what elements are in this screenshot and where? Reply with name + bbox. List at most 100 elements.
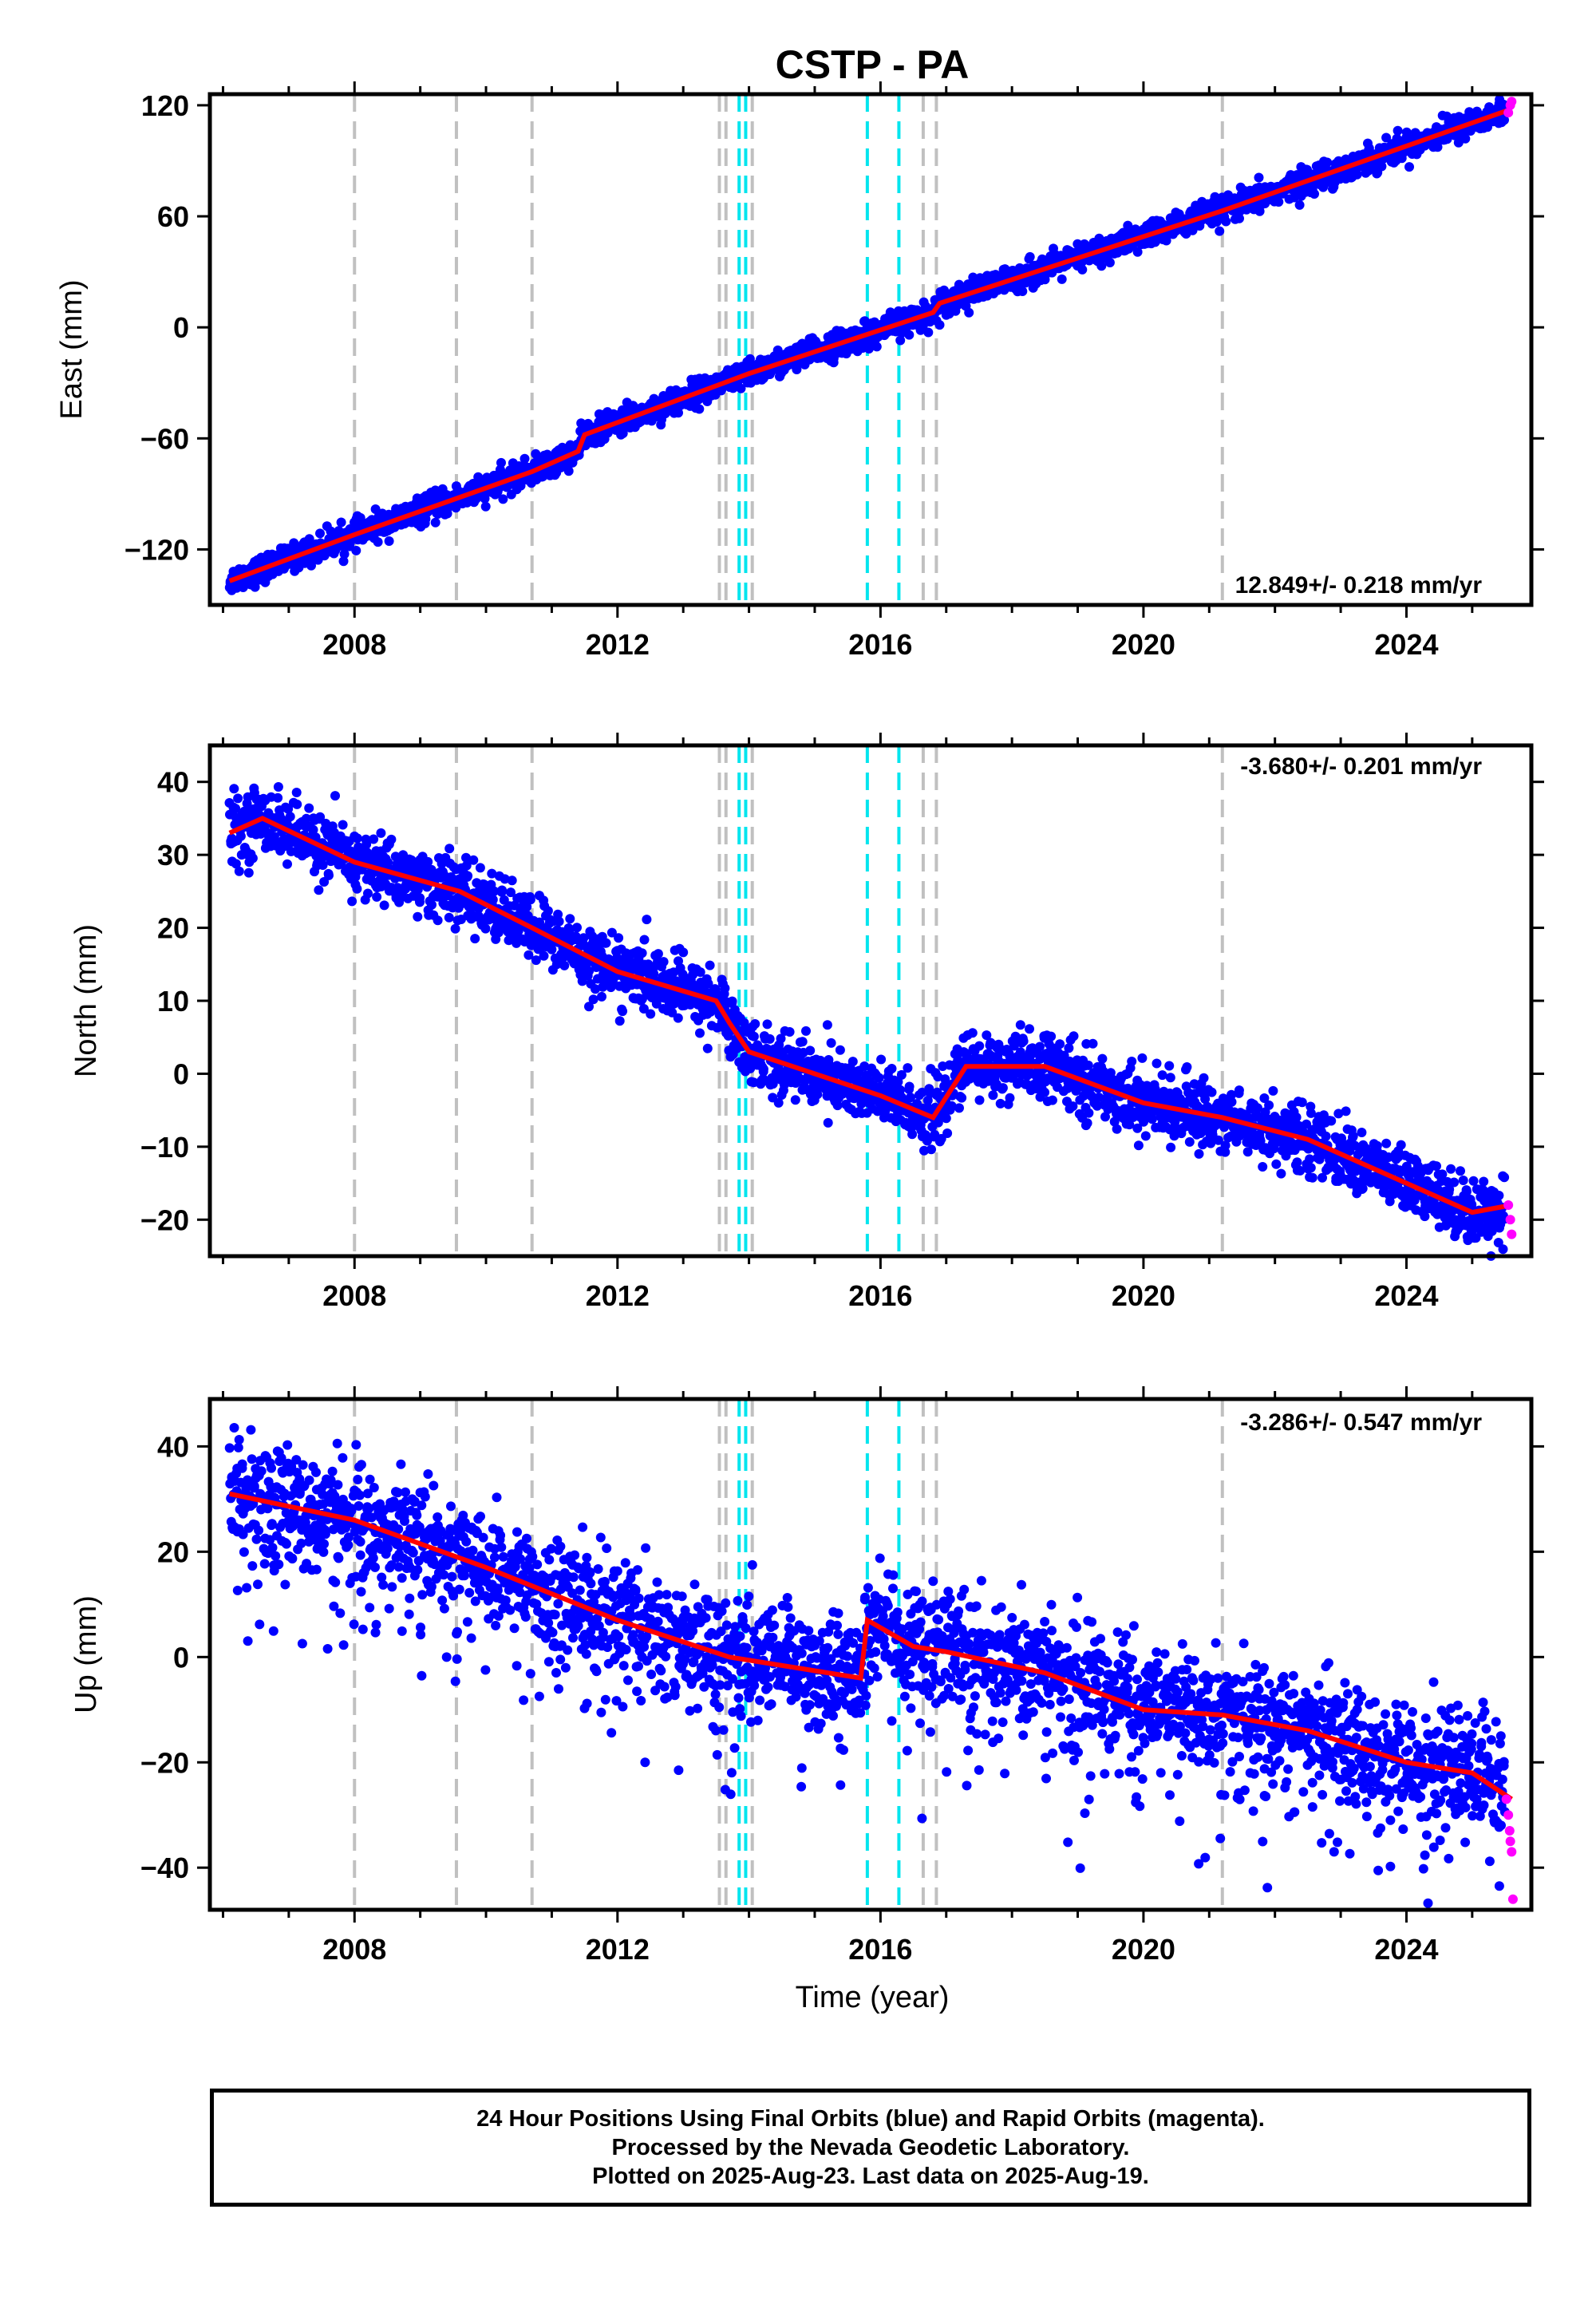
- north-data-point: [463, 871, 473, 881]
- east-data-point: [351, 545, 361, 555]
- east-data-point: [480, 493, 490, 504]
- north-data-point: [658, 957, 669, 967]
- north-data-point: [904, 1081, 915, 1092]
- east-x-tick-label: 2016: [848, 628, 912, 661]
- north-data-point: [705, 960, 715, 970]
- north-data-point: [801, 1026, 811, 1036]
- north-data-point: [386, 834, 397, 844]
- north-data-point: [727, 996, 737, 1006]
- north-data-point: [588, 994, 598, 1005]
- east-data-point: [1210, 192, 1220, 202]
- east-data-point: [306, 560, 316, 571]
- east-data-point: [1235, 213, 1244, 223]
- north-data-point: [1207, 1087, 1217, 1097]
- north-data-point: [415, 893, 425, 903]
- north-data-point: [797, 1037, 808, 1047]
- east-data-point: [1322, 157, 1333, 168]
- north-data-point: [1297, 1097, 1307, 1108]
- east-rate-label: 12.849+/- 0.218 mm/yr: [1235, 572, 1483, 599]
- north-data-point: [1133, 1140, 1144, 1151]
- north-data-point: [822, 1020, 832, 1030]
- north-data-point: [1064, 1043, 1074, 1053]
- north-data-point: [1268, 1085, 1278, 1096]
- north-data-point: [233, 793, 243, 804]
- east-data-point: [1381, 132, 1392, 143]
- north-data-point: [1227, 1097, 1237, 1107]
- north-data-point: [304, 803, 314, 813]
- east-data-point: [1025, 251, 1035, 262]
- north-data-point: [363, 888, 373, 899]
- north-data-point: [988, 1090, 998, 1101]
- north-data-point: [292, 799, 302, 809]
- north-data-point: [1164, 1061, 1175, 1071]
- east-data-point: [336, 517, 346, 528]
- north-data-point: [1157, 1070, 1167, 1081]
- north-vertical-lines: [353, 745, 1224, 1256]
- north-data-point: [614, 933, 624, 943]
- north-data-point: [413, 911, 423, 922]
- north-data-point: [614, 1016, 625, 1026]
- north-data-point: [1140, 1131, 1151, 1141]
- north-data-point: [475, 863, 485, 873]
- east-data-point: [1132, 247, 1143, 257]
- east-data-point: [1123, 220, 1133, 231]
- north-data-point: [539, 951, 549, 961]
- north-data-point: [673, 1013, 683, 1023]
- north-data-point: [1276, 1168, 1286, 1179]
- east-data-point: [1352, 169, 1362, 180]
- east-data-point: [871, 342, 882, 352]
- north-data-point: [764, 1034, 775, 1044]
- east-y-axis-label: East (mm): [55, 279, 89, 419]
- north-data-point: [352, 833, 362, 844]
- north-data-point: [1127, 1057, 1137, 1066]
- north-data-point: [379, 900, 389, 911]
- north-data-point: [1165, 1073, 1175, 1083]
- east-data-point: [964, 307, 974, 318]
- north-data-point: [1291, 1113, 1302, 1122]
- north-data-point: [324, 870, 334, 880]
- north-data-point: [957, 1093, 967, 1103]
- north-data-point: [942, 1128, 953, 1138]
- east-x-tick-label: 2008: [322, 628, 386, 661]
- north-data-point: [507, 875, 517, 886]
- east-data-point: [1393, 125, 1403, 136]
- north-data-point: [1199, 1073, 1209, 1083]
- north-data-point: [903, 1063, 913, 1073]
- east-data-point: [498, 494, 508, 504]
- north-data-point: [1321, 1131, 1331, 1141]
- east-data-points: [224, 94, 1510, 595]
- north-data-point: [229, 784, 239, 794]
- north-data-point: [1112, 1124, 1122, 1134]
- north-data-point: [642, 915, 652, 925]
- east-data-point: [736, 383, 746, 393]
- east-data-point: [430, 517, 440, 528]
- east-data-point: [519, 453, 530, 464]
- north-data-point: [444, 912, 454, 923]
- east-data-point: [1294, 200, 1305, 210]
- north-data-point: [998, 1083, 1008, 1093]
- north-data-point: [887, 1064, 897, 1073]
- east-data-point: [339, 549, 350, 559]
- north-data-point: [243, 868, 254, 878]
- north-data-point: [805, 1045, 816, 1056]
- east-x-tick-label: 2012: [586, 628, 650, 661]
- north-data-point: [376, 828, 386, 838]
- north-data-point: [1326, 1116, 1337, 1126]
- north-data-point: [874, 1073, 884, 1083]
- north-data-point: [559, 960, 570, 970]
- north-data-point: [372, 891, 382, 902]
- north-data-point: [907, 1129, 918, 1140]
- north-data-point: [282, 859, 292, 869]
- east-data-point: [516, 480, 526, 491]
- east-x-tick-label: 2020: [1112, 628, 1175, 661]
- east-data-point: [1310, 189, 1319, 199]
- north-data-point: [1307, 1172, 1317, 1183]
- north-data-point: [1097, 1053, 1108, 1064]
- north-data-point: [750, 1019, 760, 1029]
- north-data-point: [823, 1117, 833, 1128]
- east-y-tick-label: 60: [157, 200, 189, 233]
- north-data-point: [273, 782, 283, 792]
- north-data-point: [1306, 1163, 1316, 1173]
- east-data-point: [1057, 274, 1067, 284]
